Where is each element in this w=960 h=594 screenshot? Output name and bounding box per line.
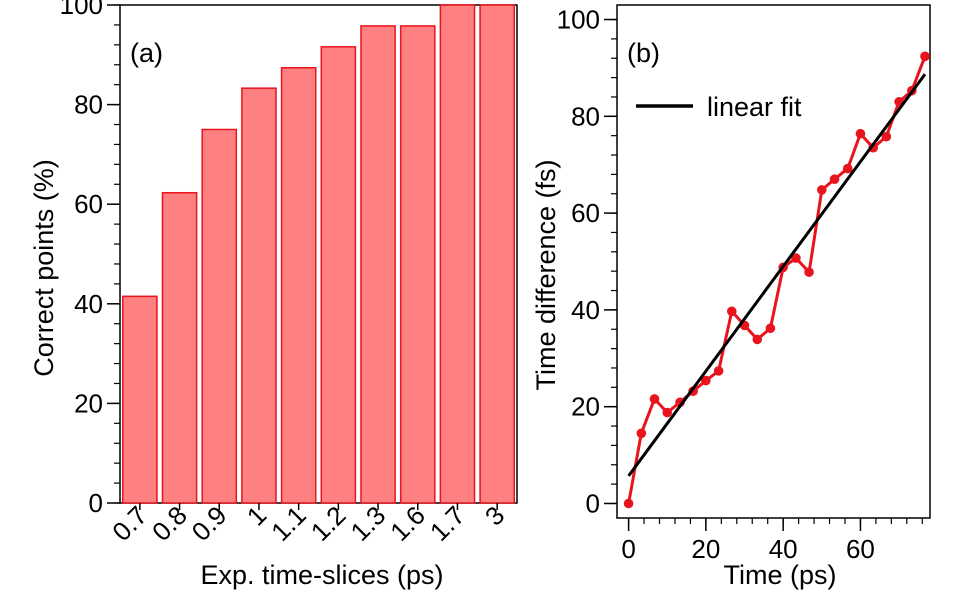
y-tick-label: 20 (74, 388, 103, 418)
data-point (920, 51, 930, 62)
x-tick-label: 60 (846, 534, 875, 564)
data-point (701, 375, 711, 386)
y-tick-label: 100 (60, 0, 103, 20)
bar (161, 191, 198, 504)
bar-chart-plot-area (119, 4, 518, 504)
x-tick-label: 20 (691, 534, 720, 564)
x-tick-label: 1.6 (384, 500, 431, 547)
bar (201, 128, 238, 504)
data-point (636, 428, 647, 439)
data-point (752, 334, 763, 345)
panel-label: (b) (627, 38, 660, 68)
y-tick-label: 20 (571, 392, 600, 422)
y-tick-label: 0 (89, 488, 103, 518)
data-point (713, 366, 724, 376)
data-point (726, 306, 737, 317)
data-point (623, 498, 634, 509)
y-axis-label: Time difference (fs) (531, 159, 561, 390)
x-tick-label: 3 (479, 500, 510, 531)
data-point (804, 267, 814, 277)
y-tick-label: 100 (557, 5, 600, 35)
data-point (649, 394, 660, 404)
x-axis-label: Time (ps) (724, 560, 837, 590)
bar-series (122, 4, 515, 504)
y-tick-label: 60 (571, 198, 600, 228)
data-point (829, 174, 840, 185)
x-tick-label: 1.1 (265, 500, 312, 547)
bar (320, 46, 357, 504)
data-point (765, 323, 776, 334)
y-tick-label: 0 (586, 488, 600, 518)
y-tick-label: 40 (571, 295, 600, 325)
x-tick-label: 1.2 (305, 500, 352, 547)
bar (241, 87, 277, 504)
line-chart-panel: 0 20 40 60 80 100 0 20 40 60 (b) linear fit Time… (531, 4, 931, 590)
x-tick-label: 0.9 (186, 500, 233, 547)
data-point (855, 128, 866, 139)
y-axis-ticks: 0 20 40 60 80 100 (60, 0, 120, 518)
data-point (817, 185, 827, 195)
bar (122, 295, 158, 504)
data-series-line (627, 55, 927, 504)
line-series (623, 51, 930, 509)
x-tick-label: 0.7 (106, 500, 153, 547)
linear-fit-line (627, 73, 927, 477)
data-point (881, 131, 892, 142)
x-tick-label: 0 (621, 534, 635, 564)
y-axis-label: Correct points (%) (29, 159, 59, 377)
data-point (842, 163, 853, 174)
y-tick-label: 80 (74, 90, 103, 120)
panel-label: (a) (130, 38, 163, 68)
y-tick-label: 40 (74, 289, 103, 319)
legend-label-linear-fit: linear fit (707, 92, 802, 122)
x-tick-label: 0.8 (146, 500, 193, 547)
y-tick-label: 60 (74, 189, 103, 219)
data-point (662, 407, 673, 418)
bar (360, 25, 396, 504)
bar (479, 4, 515, 504)
data-point (791, 253, 801, 263)
legend: linear fit (636, 92, 802, 122)
bar (399, 25, 436, 504)
x-axis-ticks: 0.70.80.9 11.11.21.31.61.7 3 (106, 500, 510, 547)
bar (439, 4, 476, 504)
x-axis-label: Exp. time-slices (ps) (200, 560, 443, 590)
x-tick-label: 1.3 (345, 500, 392, 547)
y-tick-label: 80 (571, 101, 600, 131)
x-tick-label: 1.7 (424, 500, 471, 547)
bar (280, 66, 317, 504)
line-chart-plot-area (616, 4, 931, 519)
x-tick-label: 40 (769, 534, 798, 564)
y-axis-ticks: 0 20 40 60 80 100 (557, 5, 617, 518)
x-axis-ticks: 0 20 40 60 (621, 518, 923, 564)
